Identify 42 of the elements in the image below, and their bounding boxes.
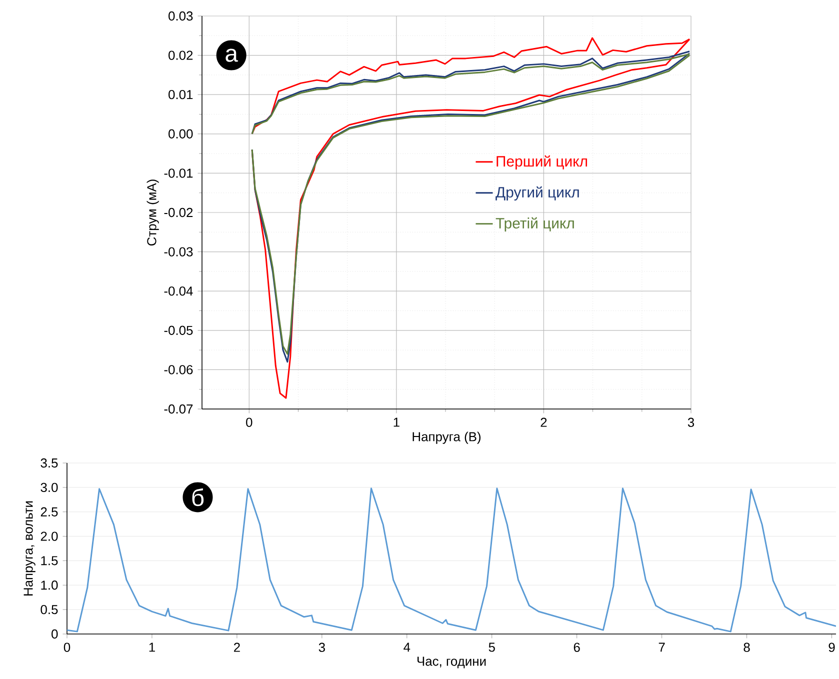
x-tick-label: 0 [246,418,252,427]
y-tick-label: 2.5 [40,507,58,516]
y-tick-label: 0.00 [168,129,193,138]
y-tick-label: -0.07 [164,404,193,414]
legend-label: Другий цикл [496,186,579,201]
legend-label: Перший цикл [496,155,588,170]
y-tick-label: 1.5 [41,556,58,566]
x-axis-title: Час, години [417,656,486,668]
annotation: а [226,48,238,62]
y-tick-label: 0.03 [168,11,193,21]
y-tick-label: 0 [52,629,58,639]
y-tick-label: 1.0 [41,580,58,590]
x-axis-title: Напруга (В) [412,432,481,444]
y-tick-label: 0.01 [168,90,193,100]
x-tick-label: 4 [404,642,410,652]
annotation: б [192,488,204,506]
x-tick-label: 9 [828,642,835,652]
x-tick-label: 0 [64,642,70,652]
x-tick-label: 7 [658,642,665,652]
y-tick-label: 3.5 [40,458,58,468]
x-tick-label: 3 [688,418,694,427]
y-tick-label: -0.05 [164,326,193,335]
x-tick-label: 2 [234,642,240,652]
y-axis-title: Напруга, вольти [24,501,36,596]
x-tick-label: 5 [488,642,495,652]
y-tick-label: -0.04 [164,286,193,296]
y-tick-label: 2.0 [40,532,58,541]
x-tick-label: 1 [394,418,400,427]
y-tick-label: 0.5 [40,604,58,614]
legend-label: Третій цикл [496,217,574,232]
y-tick-label: 0.02 [168,50,193,60]
y-tick-label: -0.01 [164,168,193,178]
y-tick-label: -0.02 [164,208,193,218]
x-tick-label: 6 [574,642,580,652]
y-tick-label: -0.03 [164,247,193,256]
x-tick-label: 1 [149,642,155,652]
y-tick-label: -0.06 [164,365,193,374]
x-tick-label: 3 [318,642,325,652]
y-tick-label: 3.0 [40,482,58,492]
x-tick-label: 8 [744,642,750,652]
y-axis-title: Струм (мА) [146,180,159,246]
x-tick-label: 2 [540,418,547,427]
